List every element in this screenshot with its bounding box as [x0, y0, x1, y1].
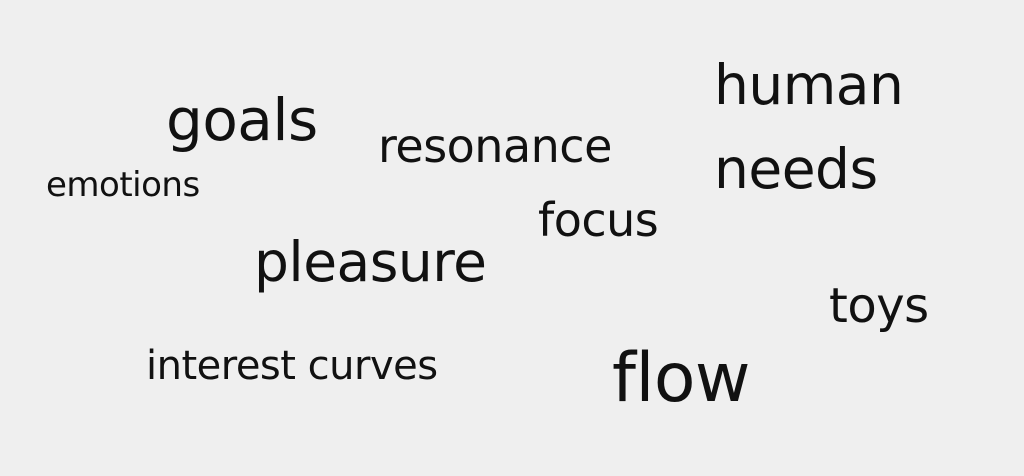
word-resonance: resonance: [378, 119, 612, 173]
word-flow: flow: [612, 339, 751, 418]
word-focus: focus: [538, 193, 659, 247]
word-human: human: [714, 53, 904, 117]
word-toys: toys: [829, 278, 929, 334]
word-emotions: emotions: [46, 165, 200, 205]
word-interest-curves: interest curves: [146, 343, 438, 389]
word-pleasure: pleasure: [254, 230, 487, 294]
word-needs: needs: [714, 137, 878, 201]
word-goals: goals: [166, 86, 318, 154]
